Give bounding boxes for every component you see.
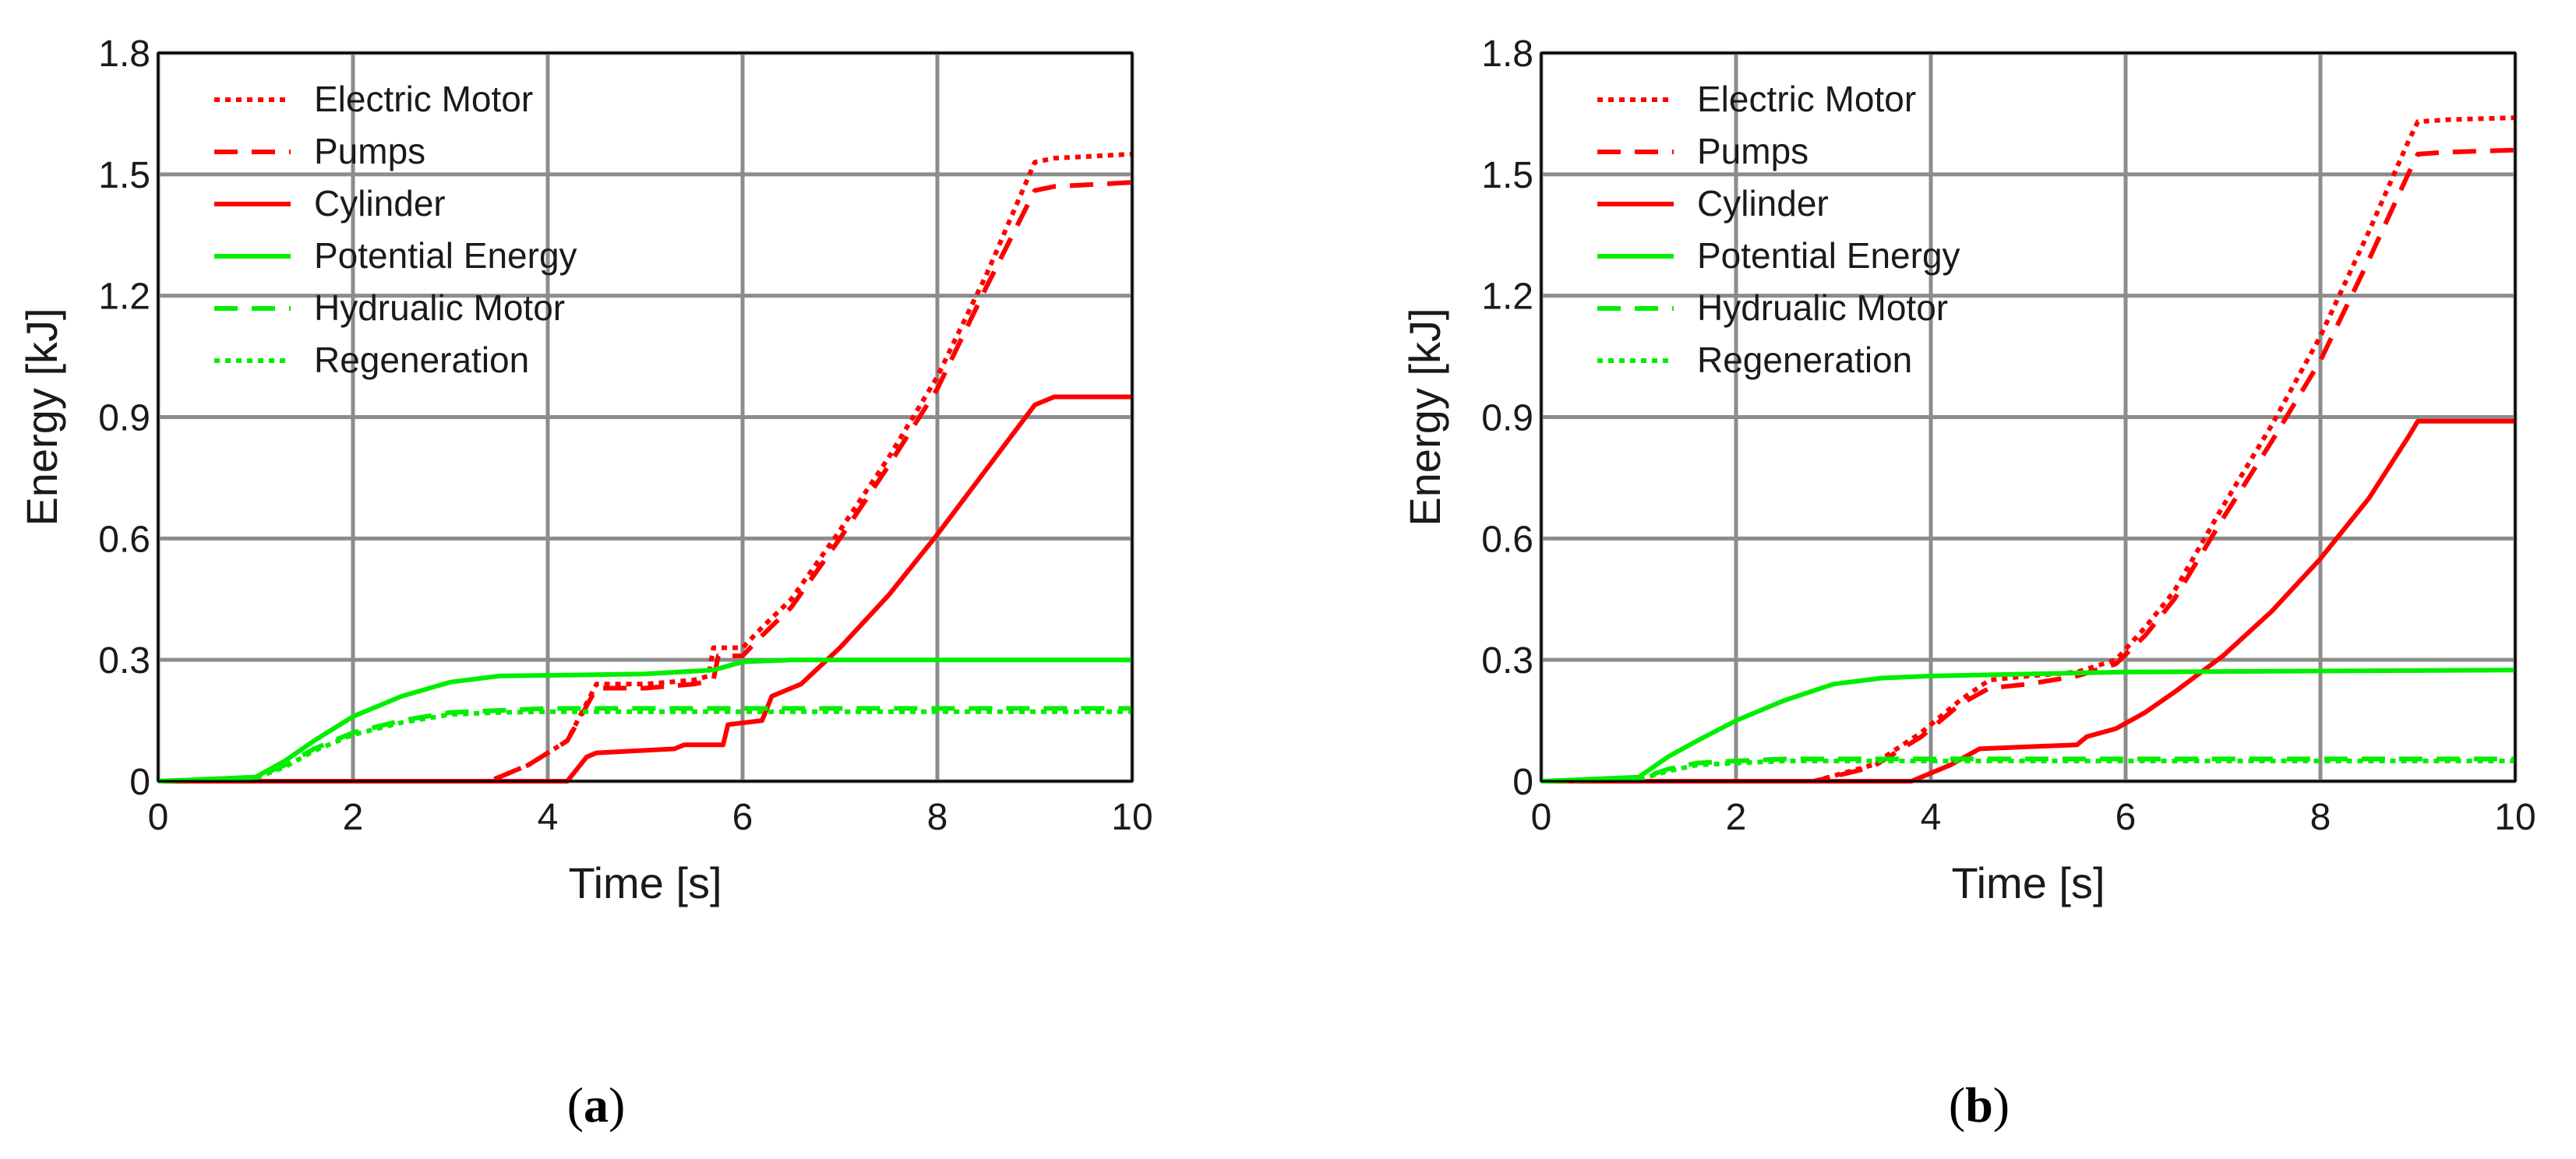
series-lines [157, 151, 1133, 784]
legend: Electric Motor Pumps Cylinder Potential Ene… [214, 79, 577, 380]
y-axis-label: Energy [kJ] [17, 308, 66, 526]
legend-label: Cylinder [314, 183, 446, 224]
panel-caption: (b) [1949, 1077, 2010, 1133]
x-tick-label: 6 [732, 797, 753, 838]
series-line-regeneration [157, 709, 1132, 784]
caption-letter: b [1965, 1077, 1993, 1133]
y-tick-label: 0.9 [98, 398, 150, 439]
x-tick-label: 6 [2115, 797, 2137, 838]
y-tick-label: 0 [1512, 762, 1533, 803]
legend-label: Pumps [314, 131, 425, 171]
y-tick-label: 1.2 [1481, 277, 1533, 318]
legend-label: Electric Motor [1697, 79, 1916, 119]
axes-frame [157, 51, 1134, 783]
panel-caption: (a) [567, 1077, 626, 1133]
series-line-pumps [1541, 147, 2516, 784]
x-tick-label: 4 [538, 797, 559, 838]
y-tick-label: 1.5 [1481, 155, 1533, 196]
panel-b: 0 2 4 6 8 10 0 0.3 0.6 0.9 1.2 1.5 1.8 Time [s] Ener… [1400, 33, 2536, 1133]
x-tick-label: 0 [148, 797, 169, 838]
legend-label: Regeneration [314, 340, 529, 380]
series-line-potential-energy [157, 657, 1132, 784]
x-tick-label: 10 [1111, 797, 1152, 838]
legend-label: Potential Energy [314, 235, 577, 276]
x-axis-label: Time [s] [568, 858, 722, 907]
y-tick-label: 0.6 [1481, 519, 1533, 560]
axes-frame [1540, 51, 2517, 783]
x-tick-label: 0 [1531, 797, 1552, 838]
legend-label: Pumps [1697, 131, 1808, 171]
y-tick-label: 1.5 [98, 155, 150, 196]
y-tick-label: 1.2 [98, 277, 150, 318]
y-tick-label: 0.3 [1481, 640, 1533, 682]
x-tick-label: 2 [343, 797, 364, 838]
y-tick-label: 0 [129, 762, 150, 803]
series-line-cylinder [1541, 418, 2515, 784]
y-tick-label: 0.6 [98, 519, 150, 560]
legend-label: Hydrualic Motor [1697, 287, 1948, 328]
legend: Electric Motor Pumps Cylinder Potential Ene… [1597, 79, 1960, 380]
series-line-potential-energy [1540, 668, 2516, 784]
legend-label: Cylinder [1697, 183, 1829, 224]
caption-letter: a [584, 1077, 609, 1133]
y-tick-label: 1.8 [98, 33, 150, 75]
legend-label: Regeneration [1697, 340, 1912, 380]
legend-label: Electric Motor [314, 79, 533, 119]
tick-labels: 0 2 4 6 8 10 0 0.3 0.6 0.9 1.2 1.5 1.8 [98, 33, 1152, 838]
x-tick-label: 4 [1921, 797, 1942, 838]
series-line-cylinder [158, 394, 1132, 784]
x-tick-label: 8 [2310, 797, 2331, 838]
y-tick-label: 1.8 [1481, 33, 1533, 75]
x-tick-label: 8 [927, 797, 948, 838]
x-axis-label: Time [s] [1951, 858, 2105, 907]
series-line-electric-motor [1541, 115, 2516, 784]
panel-a: 0 2 4 6 8 10 0 0.3 0.6 0.9 1.2 1.5 1.8 Time [s] Ener… [17, 33, 1153, 1133]
series-lines [1540, 115, 2516, 784]
y-axis-label: Energy [kJ] [1400, 308, 1449, 526]
series-line-regeneration [1540, 759, 2515, 784]
legend-label: Hydrualic Motor [314, 287, 565, 328]
x-tick-label: 10 [2494, 797, 2535, 838]
series-line-pumps [158, 180, 1133, 784]
y-tick-label: 0.9 [1481, 398, 1533, 439]
y-tick-label: 0.3 [98, 640, 150, 682]
x-tick-label: 2 [1726, 797, 1747, 838]
tick-labels: 0 2 4 6 8 10 0 0.3 0.6 0.9 1.2 1.5 1.8 [1481, 33, 2535, 838]
legend-label: Potential Energy [1697, 235, 1960, 276]
